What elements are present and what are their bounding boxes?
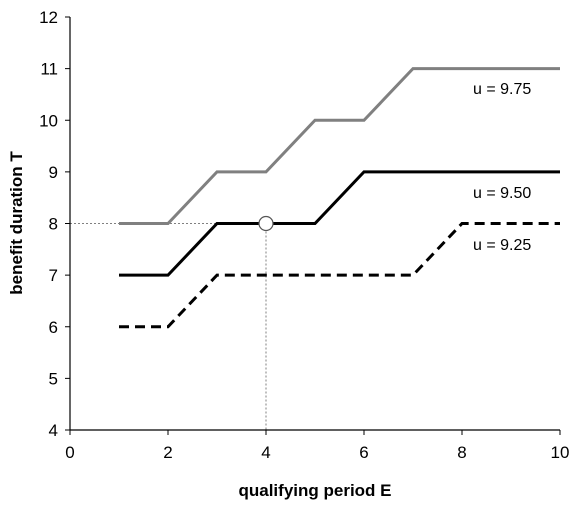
series-labels: u = 9.75 u = 9.50 u = 9.25 [461,81,561,256]
y-tick-label: 6 [49,318,58,337]
y-tick-label: 7 [49,266,58,285]
y-axis-title: benefit duration T [7,151,26,295]
y-tick-label: 10 [39,111,58,130]
x-tick-label: 2 [163,443,172,462]
y-tick-label: 9 [49,163,58,182]
x-tick-label: 4 [261,443,270,462]
highlight-point [259,217,273,231]
y-tick-label: 5 [49,369,58,388]
x-tick-label: 6 [359,443,368,462]
y-tick-label: 12 [39,8,58,27]
x-tick-label: 10 [551,443,570,462]
x-tick-label: 8 [457,443,466,462]
x-tick-label: 0 [65,443,74,462]
series-label: u = 9.75 [473,81,531,98]
series-label: u = 9.25 [473,237,531,254]
x-axis-title: qualifying period E [238,481,391,500]
series-label: u = 9.50 [473,185,531,202]
y-tick-label: 11 [40,60,58,79]
highlight-marker [259,217,273,231]
y-tick-label: 4 [49,421,58,440]
y-tick-label: 8 [49,215,58,234]
